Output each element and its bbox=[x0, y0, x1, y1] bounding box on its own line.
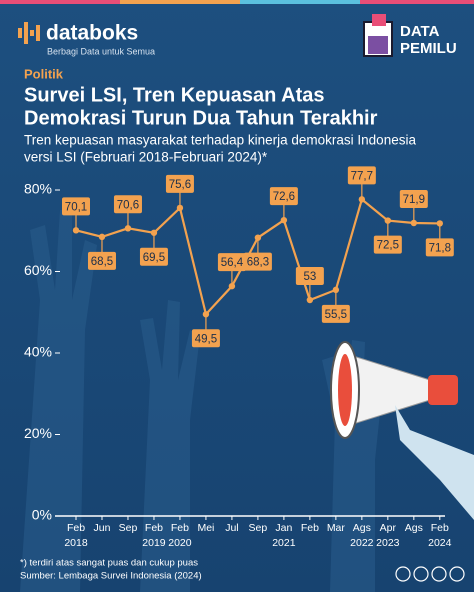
x-tick-year: 2024 bbox=[428, 537, 452, 549]
y-tick-label: 0% bbox=[32, 507, 52, 523]
label-box bbox=[139, 247, 168, 266]
x-tick-label: Feb bbox=[431, 522, 449, 534]
label-box bbox=[373, 235, 402, 254]
top-stripe bbox=[120, 0, 240, 4]
logo-icon bbox=[18, 22, 40, 44]
x-tick-label: Ags bbox=[405, 522, 423, 534]
label-box bbox=[425, 238, 454, 257]
x-tick-label: Mar bbox=[327, 522, 346, 534]
x-tick-label: Feb bbox=[67, 522, 85, 534]
x-tick-label: Sep bbox=[249, 522, 268, 534]
x-tick-year: 2020 bbox=[168, 537, 192, 549]
value-label: 75,6 bbox=[169, 179, 191, 191]
x-tick-label: Jul bbox=[225, 522, 238, 534]
label-box bbox=[62, 197, 90, 216]
section: Politik bbox=[24, 66, 64, 81]
label-box bbox=[295, 267, 324, 286]
x-tick-label: Ags bbox=[353, 522, 371, 534]
x-tick-label: Mei bbox=[197, 522, 214, 534]
badge: PEMILU bbox=[400, 40, 457, 57]
megaphone bbox=[330, 341, 474, 520]
value-label: 77,7 bbox=[351, 170, 373, 182]
value-label: 55,5 bbox=[325, 309, 347, 321]
label-box bbox=[87, 251, 116, 270]
x-tick-year: 2021 bbox=[272, 537, 296, 549]
x-tick-year: 2019 bbox=[142, 537, 166, 549]
label-box bbox=[243, 252, 272, 271]
value-label: 72,5 bbox=[377, 240, 399, 252]
value-label: 68,3 bbox=[247, 257, 269, 269]
value-label: 71,9 bbox=[403, 194, 425, 206]
point bbox=[332, 286, 340, 294]
x-tick-label: Feb bbox=[301, 522, 319, 534]
y-tick-label: 20% bbox=[24, 425, 52, 441]
label-box bbox=[191, 329, 220, 348]
y-tick-label: 60% bbox=[24, 262, 52, 278]
badge: DATA bbox=[400, 23, 440, 40]
y-tick-label: 80% bbox=[24, 181, 52, 197]
x-tick-label: Apr bbox=[380, 522, 397, 534]
hands-silhouette bbox=[20, 210, 383, 592]
value-label: 71,8 bbox=[429, 242, 451, 254]
chart-subtitle: versi LSI (Februari 2018-Februari 2024)* bbox=[24, 150, 268, 165]
label-box bbox=[399, 190, 428, 209]
label-box bbox=[217, 253, 246, 272]
x-tick-label: Sep bbox=[119, 522, 138, 534]
value-label: 68,5 bbox=[91, 256, 113, 268]
value-label: 69,5 bbox=[143, 252, 165, 264]
chart-subtitle: Tren kepuasan masyarakat terhadap kinerj… bbox=[24, 133, 416, 148]
value-label: 70,6 bbox=[117, 199, 139, 211]
footnote: *) terdiri atas sangat puas dan cukup pu… bbox=[20, 558, 198, 569]
label-box bbox=[113, 195, 142, 214]
x-tick-label: Jan bbox=[275, 522, 292, 534]
x-tick-year: 2018 bbox=[64, 537, 88, 549]
license-icons bbox=[395, 566, 465, 582]
label-box bbox=[165, 174, 194, 193]
chart-title: Survei LSI, Tren Kepuasan Atas bbox=[24, 84, 324, 106]
ballot-icon bbox=[363, 14, 393, 57]
point bbox=[202, 311, 210, 318]
x-tick-label: Feb bbox=[145, 522, 163, 534]
source: Sumber: Lembaga Survei Indonesia (2024) bbox=[20, 571, 202, 582]
x-tick-year: 2022 bbox=[350, 537, 374, 549]
tagline: Berbagi Data untuk Semua bbox=[47, 46, 155, 56]
chart-title: Demokrasi Turun Dua Tahun Terakhir bbox=[24, 107, 378, 129]
x-tick-label: Jun bbox=[94, 522, 111, 534]
value-label: 49,5 bbox=[195, 333, 217, 345]
x-tick-year: 2023 bbox=[376, 537, 400, 549]
label-box bbox=[269, 187, 298, 206]
top-stripe bbox=[240, 0, 360, 4]
label-box bbox=[321, 304, 350, 323]
label-box bbox=[347, 166, 376, 185]
y-tick-label: 40% bbox=[24, 344, 52, 360]
value-label: 53 bbox=[303, 271, 316, 283]
value-label: 56,4 bbox=[221, 257, 244, 269]
x-tick-label: Feb bbox=[171, 522, 189, 534]
value-label: 70,1 bbox=[65, 201, 87, 213]
value-label: 72,6 bbox=[273, 191, 295, 203]
brand: databoks bbox=[46, 22, 138, 45]
